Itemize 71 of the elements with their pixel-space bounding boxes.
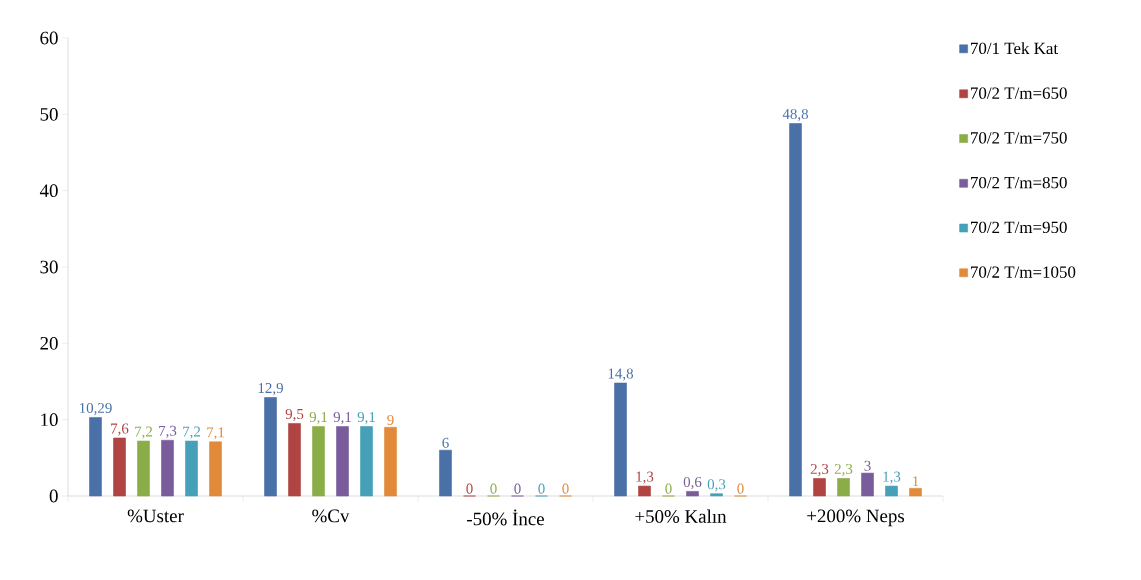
y-tick-label: 30 [40,260,58,274]
data-label: 7,1 [207,427,224,440]
x-tick-label: +200% Neps [807,509,905,527]
bar [113,437,126,497]
bar [336,426,349,497]
bar [384,427,397,497]
legend-label: 70/2 T/m=850 [971,176,1067,189]
bar [209,441,222,497]
data-label: 7,2 [135,426,153,439]
bar [360,426,373,497]
bar [89,417,102,497]
data-label: 3 [864,460,871,471]
data-label: 9,1 [309,412,327,425]
data-label: 1,3 [883,471,901,484]
bar [710,493,723,497]
data-label: 12,9 [258,383,283,396]
x-tick-label: -50% İnce [467,509,544,526]
legend-label: 70/2 T/m=950 [971,221,1067,234]
data-label: 10,29 [80,402,112,416]
bar [161,439,174,497]
data-label: 1,3 [636,471,654,484]
bar [789,123,802,497]
x-tick-label: +50% Kalın [635,509,727,523]
data-label: 0,3 [707,479,726,492]
bar [439,449,452,497]
legend-label: 70/1 Tek Kat [971,42,1059,55]
data-label: 0 [466,483,473,494]
data-label: 9,5 [285,408,304,422]
y-tick-label: 20 [40,336,58,350]
data-label: 6 [442,437,449,448]
data-label: 9,1 [357,412,375,425]
data-label: 0 [514,483,521,494]
y-tick-label: 0 [49,489,58,503]
y-tick-label: 50 [40,107,58,121]
bar [638,485,651,497]
y-tick-label: 10 [41,413,58,427]
legend-label: 70/2 T/m=1050 [971,266,1076,278]
bar [861,472,874,497]
data-label: 0,6 [683,476,702,490]
y-tick-label: 60 [40,31,58,45]
x-tick-label: %Cv [312,509,350,523]
data-label: 48,8 [782,108,809,122]
x-tick-label: %Uster [127,509,184,523]
bar [264,397,277,497]
data-label: 7,2 [183,426,201,439]
data-label: 0 [665,483,672,494]
data-label: 7,6 [111,423,129,436]
bar [686,491,699,497]
data-label: 14,8 [608,368,634,381]
bar [137,440,150,497]
data-label: 0 [538,483,545,494]
bar [288,423,301,497]
bar [185,440,198,497]
data-label: 7,3 [159,425,177,438]
y-tick-label: 40 [39,184,58,198]
bar [837,478,850,497]
data-label: 0 [737,483,744,494]
data-label: 1 [913,476,919,487]
bar [614,382,627,497]
data-label: 0 [490,483,497,494]
data-label: 9,1 [333,412,351,425]
legend-label: 70/2 T/m=650 [971,87,1067,99]
bar [312,426,325,497]
bar [909,488,922,497]
bar [813,478,826,497]
data-label: 2,3 [810,463,829,477]
data-label: 0 [562,483,569,494]
data-label: 9 [387,414,394,425]
data-label: 2,3 [834,463,853,477]
bar [885,485,898,497]
legend-label: 70/2 T/m=750 [971,132,1067,144]
